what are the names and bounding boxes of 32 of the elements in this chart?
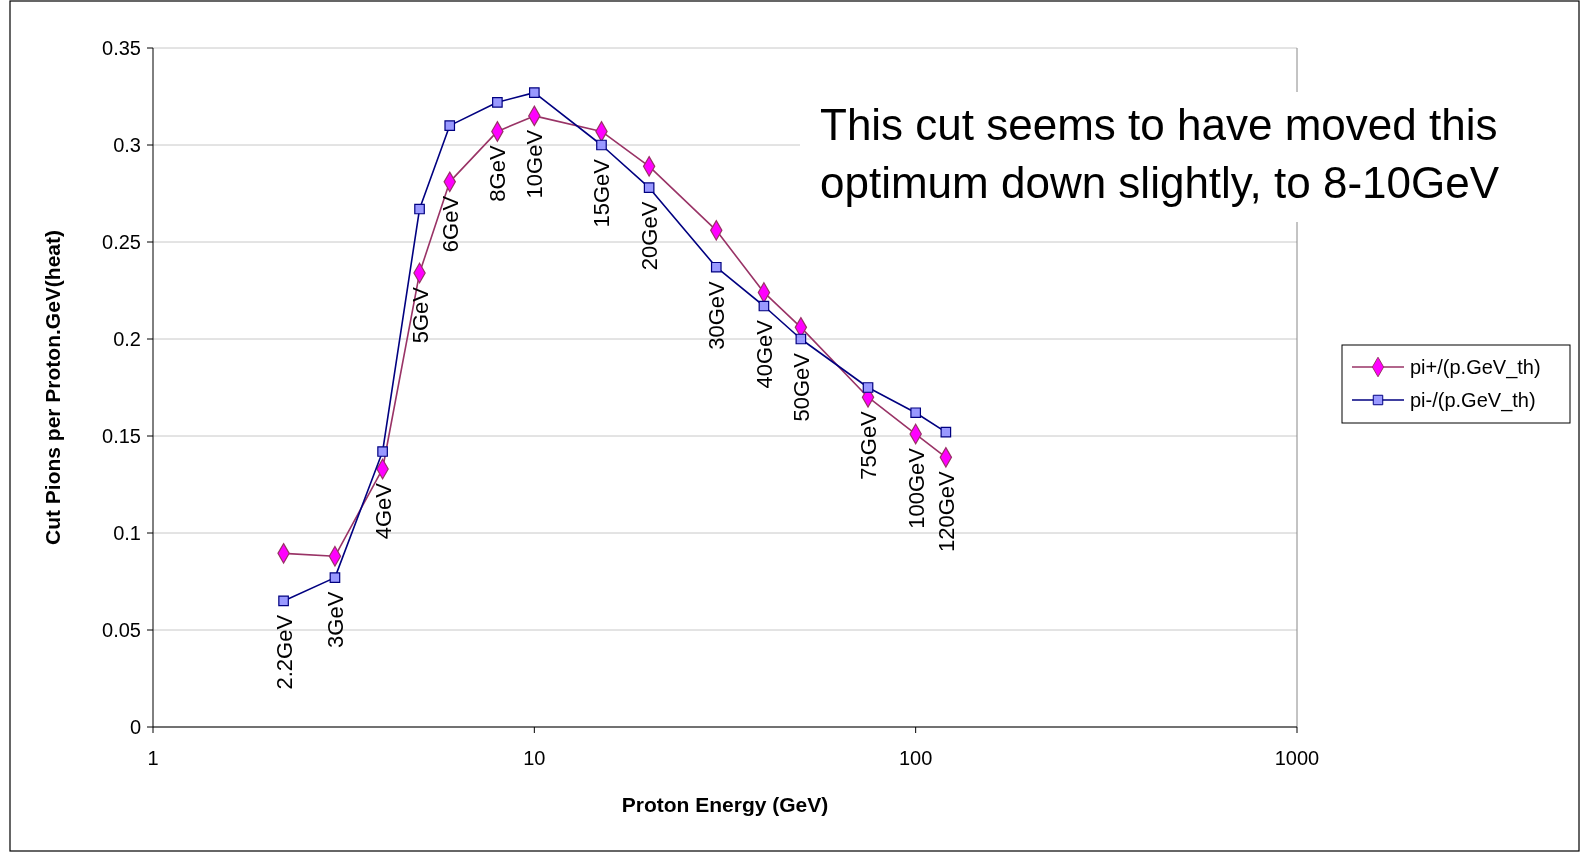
y-tick-label: 0.2 bbox=[113, 328, 141, 350]
x-tick-label: 100 bbox=[898, 747, 933, 769]
annotation: 8GeV bbox=[485, 145, 511, 202]
annotation: 20GeV bbox=[637, 201, 663, 271]
annotation: 100GeV bbox=[903, 447, 929, 529]
annotation: 75GeV bbox=[856, 410, 882, 480]
annotation: 30GeV bbox=[704, 280, 730, 350]
annotation: 120GeV bbox=[933, 471, 959, 553]
y-tick-label: 0.1 bbox=[113, 522, 141, 544]
legend-label: pi-/(p.GeV_th) bbox=[1410, 389, 1536, 412]
legend-label: pi+/(p.GeV_th) bbox=[1410, 356, 1541, 379]
annotation: 40GeV bbox=[751, 319, 777, 389]
annotation: 3GeV bbox=[322, 591, 348, 648]
y-tick-label: 0.15 bbox=[102, 425, 141, 447]
y-tick-label: 0.35 bbox=[102, 37, 141, 59]
annotation: 2.2GeV bbox=[271, 614, 297, 690]
annotation: 5GeV bbox=[407, 286, 433, 344]
annotation: 10GeV bbox=[522, 129, 548, 199]
y-axis-title: Cut Pions per Proton.GeV(heat) bbox=[41, 229, 64, 546]
annotation: 50GeV bbox=[788, 352, 814, 422]
y-tick-label: 0.3 bbox=[113, 134, 141, 156]
y-tick-label: 0 bbox=[129, 716, 141, 738]
x-tick-label: 10 bbox=[523, 747, 546, 769]
annotation: This cut seems to have moved this optimum down slightly, to 8-10GeV bbox=[820, 100, 1500, 207]
y-tick-label: 0.25 bbox=[102, 231, 141, 253]
annotation: 6GeV bbox=[437, 195, 463, 253]
annotation: 15GeV bbox=[589, 158, 615, 228]
y-tick-label: 0.05 bbox=[102, 619, 141, 641]
annotation: 4GeV bbox=[370, 482, 396, 540]
x-axis-title: Proton Energy (GeV) bbox=[621, 793, 829, 816]
x-tick-label: 1 bbox=[147, 747, 159, 769]
x-tick-label: 1000 bbox=[1274, 747, 1320, 769]
